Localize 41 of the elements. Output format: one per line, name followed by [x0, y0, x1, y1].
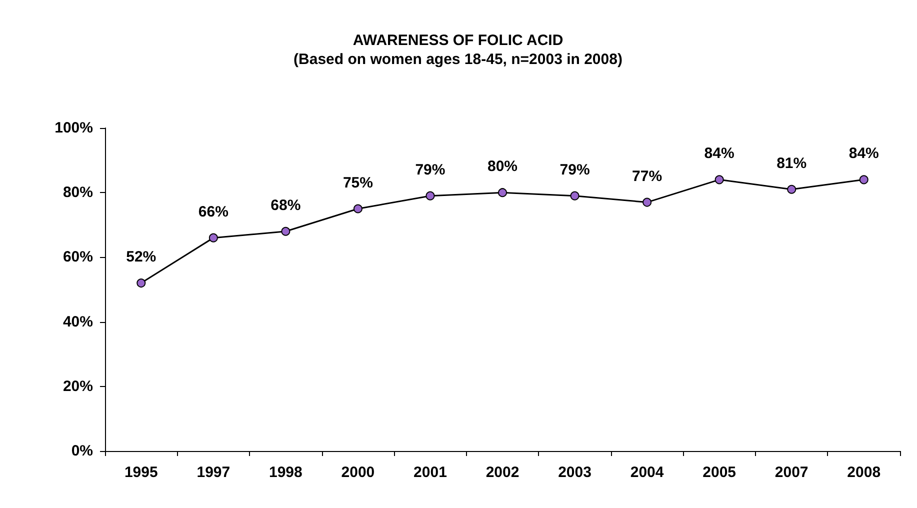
chart-title: AWARENESS OF FOLIC ACID	[352, 32, 564, 49]
point	[136, 278, 146, 288]
point	[642, 198, 652, 207]
point	[859, 175, 868, 184]
data-label: 79%	[560, 161, 590, 178]
data-label: 68%	[270, 196, 301, 214]
y-tick-label: 60%	[62, 248, 93, 266]
point	[208, 233, 218, 242]
x-tick-label: 2001	[414, 464, 447, 481]
data-label: 81%	[776, 154, 807, 172]
point	[570, 191, 580, 200]
data-label: 66%	[198, 203, 228, 220]
x-tick-label: 2007	[774, 464, 808, 481]
y-tick-label: 20%	[62, 378, 93, 395]
x-tick-label: 2005	[702, 464, 736, 481]
point	[281, 226, 290, 236]
x-tick-label: 2008	[847, 464, 881, 481]
x-tick-label: 2004	[630, 464, 664, 481]
x-tick-label: 2003	[558, 464, 592, 481]
x-tick-label: 1997	[196, 464, 230, 481]
x-tick-label: 1995	[124, 464, 158, 481]
data-label: 80%	[487, 158, 518, 176]
data-label: 79%	[415, 161, 446, 178]
point	[498, 188, 507, 198]
point	[353, 204, 362, 214]
chart-subtitle: (Based on women ages 18-45, n=2003 in 2008)	[294, 51, 622, 68]
x-tick-label: 2000	[341, 464, 375, 481]
y-tick-label: 80%	[62, 184, 93, 202]
data-label: 77%	[632, 168, 662, 185]
point	[787, 184, 796, 194]
y-tick-label: 100%	[54, 120, 93, 136]
x-tick-label: 2002	[486, 464, 520, 481]
data-label: 84%	[704, 145, 734, 162]
y-tick-label: 0%	[71, 442, 93, 460]
point	[714, 175, 724, 184]
y-tick-label: 40%	[62, 313, 93, 330]
data-label: 84%	[848, 145, 879, 162]
point	[426, 191, 435, 200]
x-tick-label: 1998	[268, 464, 302, 481]
data-label: 52%	[126, 248, 156, 266]
data-label: 75%	[342, 174, 373, 192]
